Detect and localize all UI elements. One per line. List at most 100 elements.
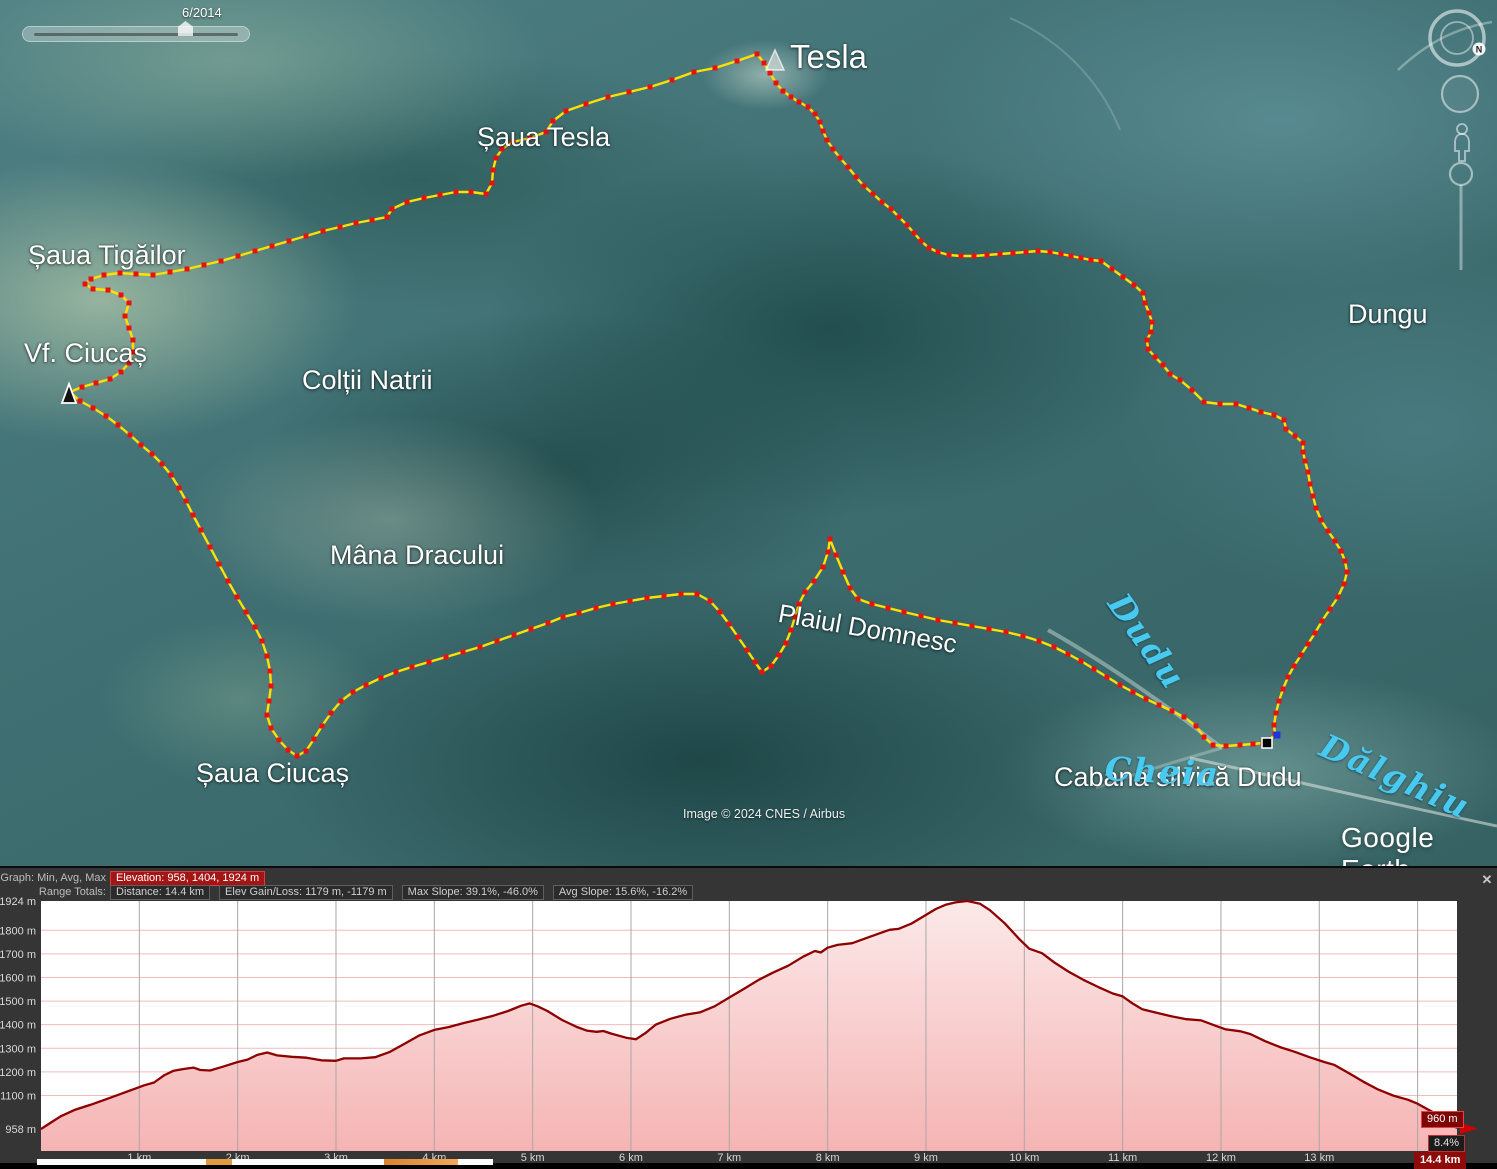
route-waypoint[interactable]	[820, 128, 826, 134]
route-waypoint[interactable]	[1283, 426, 1289, 432]
route-waypoint[interactable]	[1342, 558, 1348, 564]
route-waypoint[interactable]	[437, 192, 443, 198]
route-waypoint[interactable]	[853, 174, 859, 180]
route-waypoint[interactable]	[1145, 346, 1151, 352]
route-waypoint[interactable]	[499, 146, 505, 152]
route-waypoint[interactable]	[1088, 257, 1094, 263]
route-waypoint[interactable]	[1148, 329, 1154, 335]
route-waypoint[interactable]	[79, 384, 85, 390]
route-waypoint[interactable]	[1313, 505, 1319, 511]
route-waypoint[interactable]	[190, 512, 196, 518]
route-waypoint[interactable]	[861, 183, 867, 189]
route-waypoint[interactable]	[563, 108, 569, 114]
route-waypoint[interactable]	[780, 88, 786, 94]
route-waypoint[interactable]	[1246, 405, 1252, 411]
route-waypoint[interactable]	[1058, 251, 1064, 257]
route-waypoint[interactable]	[286, 238, 292, 244]
route-waypoint[interactable]	[717, 609, 723, 615]
route-waypoint[interactable]	[647, 84, 653, 90]
route-waypoint[interactable]	[560, 614, 566, 620]
time-slider[interactable]: 6/2014	[22, 4, 252, 46]
route-waypoint[interactable]	[1258, 409, 1264, 415]
route-waypoint[interactable]	[126, 360, 132, 366]
route-waypoint[interactable]	[855, 596, 861, 602]
route-waypoint[interactable]	[593, 605, 599, 611]
route-waypoint[interactable]	[820, 564, 826, 570]
route-waypoint[interactable]	[493, 155, 499, 161]
route-waypoint[interactable]	[1065, 651, 1071, 657]
route-waypoint[interactable]	[234, 594, 240, 600]
route-waypoint[interactable]	[845, 164, 851, 170]
route-waypoint[interactable]	[911, 230, 917, 236]
route-waypoint[interactable]	[490, 167, 496, 173]
route-waypoint[interactable]	[712, 65, 718, 71]
route-waypoint[interactable]	[1300, 449, 1306, 455]
route-waypoint[interactable]	[1280, 686, 1286, 692]
route-waypoint[interactable]	[837, 155, 843, 161]
route-waypoint[interactable]	[118, 292, 124, 298]
route-waypoint[interactable]	[1152, 354, 1158, 360]
route-waypoint[interactable]	[1201, 734, 1207, 740]
route-waypoint[interactable]	[1300, 440, 1306, 446]
time-slider-handle[interactable]	[178, 21, 193, 36]
route-waypoint[interactable]	[198, 527, 204, 533]
route-waypoint[interactable]	[1285, 674, 1291, 680]
pegman-icon[interactable]	[1454, 123, 1470, 162]
route-waypoint[interactable]	[543, 129, 549, 135]
route-waypoint[interactable]	[1341, 581, 1347, 587]
route-waypoint[interactable]	[879, 199, 885, 205]
route-waypoint[interactable]	[1281, 417, 1287, 423]
route-waypoint[interactable]	[77, 398, 83, 404]
route-waypoint[interactable]	[901, 609, 907, 615]
route-waypoint[interactable]	[1160, 362, 1166, 368]
route-waypoint[interactable]	[802, 589, 808, 595]
route-waypoint[interactable]	[1068, 253, 1074, 259]
route-waypoint[interactable]	[576, 610, 582, 616]
route-waypoint[interactable]	[1305, 469, 1311, 475]
route-waypoint[interactable]	[1318, 517, 1324, 523]
route-waypoint[interactable]	[267, 668, 273, 674]
route-waypoint[interactable]	[1193, 723, 1199, 729]
route-waypoint[interactable]	[1146, 310, 1152, 316]
route-waypoint[interactable]	[1250, 741, 1256, 747]
route-waypoint[interactable]	[353, 220, 359, 226]
route-waypoint[interactable]	[1140, 290, 1146, 296]
route-waypoint[interactable]	[378, 675, 384, 681]
route-waypoint[interactable]	[453, 189, 459, 195]
route-waypoint[interactable]	[626, 89, 632, 95]
route-waypoint[interactable]	[824, 137, 830, 143]
route-waypoint[interactable]	[264, 712, 270, 718]
route-waypoint[interactable]	[610, 601, 616, 607]
route-layer[interactable]	[67, 51, 1350, 759]
route-waypoint[interactable]	[252, 624, 258, 630]
route-waypoint[interactable]	[744, 647, 750, 653]
route-waypoint[interactable]	[825, 549, 831, 555]
route-waypoint[interactable]	[735, 634, 741, 640]
route-waypoint[interactable]	[1201, 399, 1207, 405]
route-waypoint[interactable]	[1271, 412, 1277, 418]
route-waypoint[interactable]	[527, 135, 533, 141]
route-waypoint[interactable]	[1338, 548, 1344, 554]
route-waypoint[interactable]	[805, 104, 811, 110]
route-waypoint[interactable]	[1144, 337, 1150, 343]
route-waypoint[interactable]	[796, 99, 802, 105]
route-waypoint[interactable]	[811, 578, 817, 584]
route-waypoint[interactable]	[1271, 722, 1277, 728]
route-waypoint[interactable]	[1302, 458, 1308, 464]
route-waypoint[interactable]	[426, 659, 432, 665]
navigation-controls[interactable]: N	[1421, 4, 1495, 284]
route-waypoint[interactable]	[761, 60, 767, 66]
route-waypoint[interactable]	[1023, 249, 1029, 255]
route-waypoint[interactable]	[303, 748, 309, 754]
route-waypoint[interactable]	[303, 233, 309, 239]
zoom-slider[interactable]	[1448, 161, 1474, 270]
route-waypoint[interactable]	[796, 601, 802, 607]
route-waypoint[interactable]	[101, 272, 107, 278]
route-waypoint[interactable]	[768, 663, 774, 669]
route-waypoint[interactable]	[1167, 371, 1173, 377]
route-waypoint[interactable]	[1223, 743, 1229, 749]
route-waypoint[interactable]	[644, 595, 650, 601]
route-waypoint[interactable]	[1307, 481, 1313, 487]
route-waypoint[interactable]	[1156, 702, 1162, 708]
profile-chart[interactable]: 1924 m 1800 m 1700 m 1600 m 1500 m 1400 m 1300…	[0, 868, 1497, 1165]
